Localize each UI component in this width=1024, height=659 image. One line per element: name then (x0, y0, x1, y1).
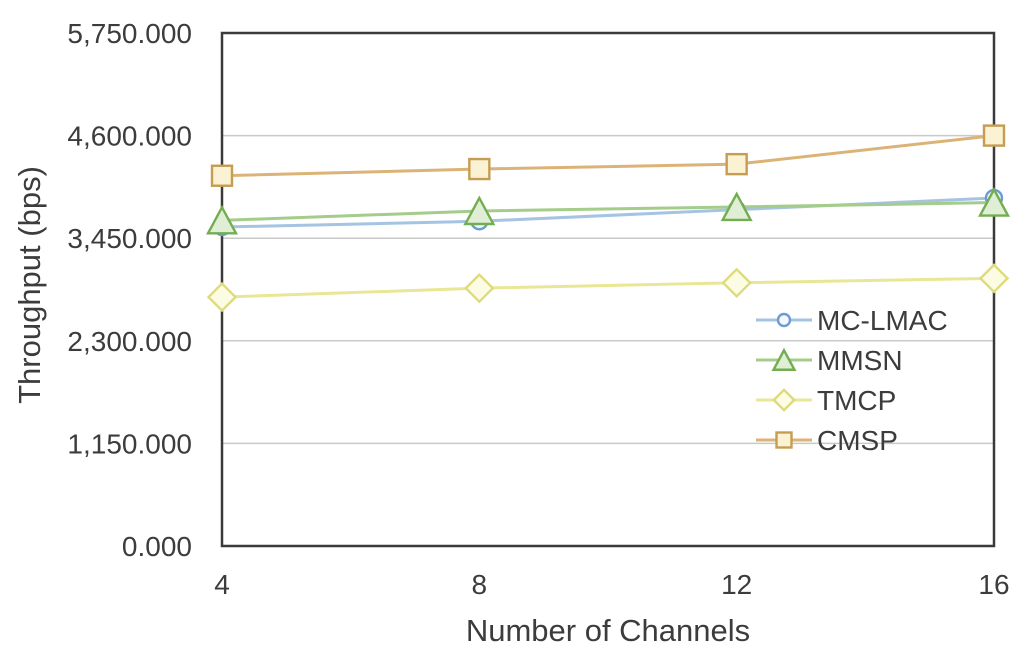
y-tick-label: 2,300.000 (67, 326, 192, 357)
data-point-marker (772, 388, 796, 412)
y-axis-title: Throughput (bps) (12, 166, 47, 404)
x-axis-title: Number of Channels (466, 613, 750, 648)
x-tick-label: 12 (721, 569, 752, 600)
data-point-marker (721, 267, 752, 299)
x-tick-label: 8 (472, 569, 488, 600)
data-point-marker (982, 124, 1006, 147)
legend-label: TMCP (817, 385, 896, 416)
legend-item: MC-LMAC (756, 305, 948, 336)
y-tick-label: 1,150.000 (67, 428, 192, 459)
x-tick-label: 16 (978, 569, 1009, 600)
legend-label: MMSN (817, 345, 903, 376)
legend-item: CMSP (756, 425, 898, 456)
series-line-mc-lmac (221, 196, 995, 229)
data-point-marker (720, 191, 753, 222)
series-line-cmsp (221, 134, 995, 178)
data-point-marker (464, 272, 495, 304)
legend-item: TMCP (756, 385, 896, 416)
data-point-marker (463, 195, 496, 226)
y-tick-label: 0.000 (122, 531, 192, 562)
y-tick-label: 4,600.000 (67, 121, 192, 152)
y-tick-label: 5,750.000 (67, 18, 192, 49)
data-point-marker (725, 152, 748, 176)
data-point-marker (775, 431, 793, 449)
data-point-marker (468, 157, 491, 181)
data-point-marker (978, 263, 1010, 294)
legend-label: CMSP (817, 425, 898, 456)
x-tick-label: 4 (214, 569, 230, 600)
data-point-marker (210, 164, 234, 187)
data-point-marker (977, 186, 1011, 217)
data-point-marker (205, 204, 239, 235)
legend-item: MMSN (756, 345, 903, 376)
plot-border (220, 31, 996, 548)
y-axis-tick-labels: 0.000 1,150.000 2,300.000 3,450.000 4,600.00… (67, 18, 192, 562)
y-tick-label: 3,450.000 (67, 223, 192, 254)
gridlines (222, 32, 994, 445)
legend: MC-LMAC MMSN TMCP CMSP (756, 305, 948, 456)
series-group (205, 124, 1011, 313)
data-point-marker (206, 281, 238, 313)
series-line-mmsn (221, 201, 995, 222)
data-point-marker (776, 312, 792, 328)
series-line-tmcp (221, 276, 995, 299)
legend-label: MC-LMAC (817, 305, 948, 336)
data-point-marker (771, 347, 797, 371)
x-axis-tick-labels: 4 8 12 16 (214, 569, 1009, 600)
